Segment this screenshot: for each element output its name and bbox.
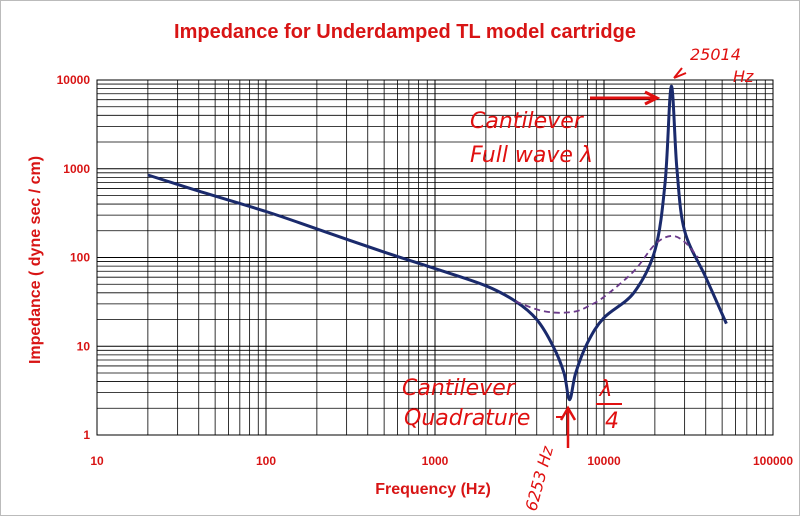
peak-frequency-label: 25014	[690, 45, 741, 64]
dip-arrow-icon	[559, 405, 577, 448]
y-tick-label: 100	[70, 251, 90, 265]
x-tick-label: 10000	[587, 454, 621, 468]
series-line-solid	[147, 84, 728, 402]
series-line-dashed	[515, 234, 699, 314]
full-wave-arrow-icon	[590, 90, 661, 106]
annotation-quadrature: Cantilever Quadrature λ 4	[402, 376, 622, 434]
full-wave-label: Full wave λ	[470, 143, 593, 168]
series-lines	[147, 84, 728, 402]
grid-lines	[96, 79, 774, 436]
y-tick-label: 1000	[63, 162, 90, 176]
cantilever-bottom-label: Cantilever	[402, 376, 517, 401]
x-axis-label: Frequency (Hz)	[375, 481, 491, 498]
dip-frequency-label: 6253 Hz	[522, 444, 558, 513]
chart-title: Impedance for Underdamped TL model cartr…	[174, 21, 636, 43]
peak-unit-label: Hz	[733, 67, 754, 86]
y-tick-label: 10000	[57, 73, 91, 87]
x-tick-label: 100	[256, 454, 276, 468]
quadrature-label: Quadrature	[404, 406, 530, 431]
x-tick-label: 10	[90, 454, 104, 468]
x-tick-label: 100000	[753, 454, 793, 468]
fraction-numerator: λ	[598, 377, 612, 402]
peak-arrow-icon	[673, 67, 687, 79]
annotation-peak: 25014 Hz	[673, 45, 754, 86]
annotation-full-wave: Cantilever Full wave λ	[470, 90, 661, 168]
x-tick-label: 1000	[422, 454, 449, 468]
y-axis-label: Impedance ( dyne sec / cm)	[27, 156, 44, 364]
y-tick-label: 1	[83, 428, 90, 442]
fraction-denominator: 4	[605, 409, 619, 434]
cantilever-top-label: Cantilever	[470, 109, 585, 134]
y-tick-label: 10	[77, 339, 91, 353]
